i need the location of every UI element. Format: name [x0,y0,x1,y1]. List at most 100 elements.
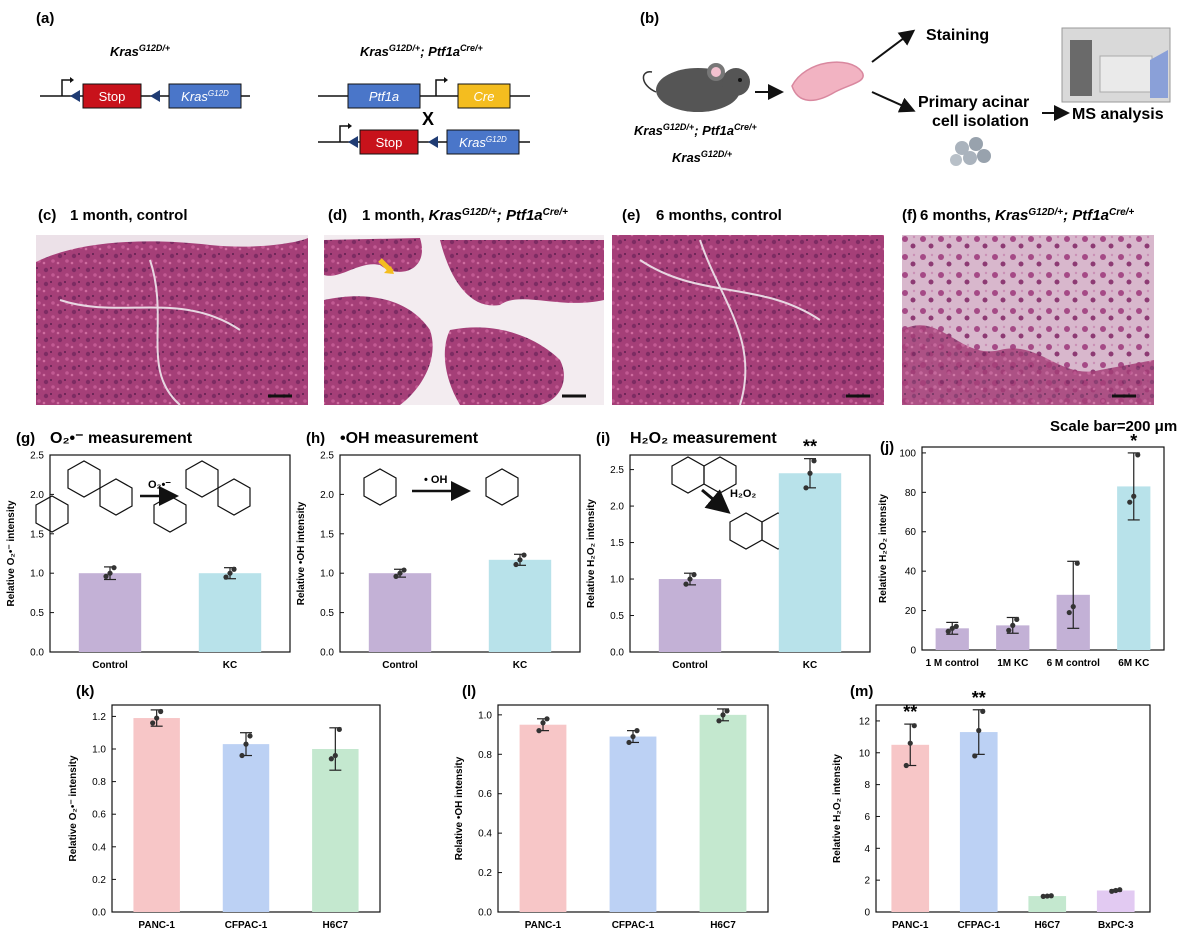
axes-frame [49,454,291,653]
category-label: 1M KC [997,658,1028,669]
y-tick-label: 1.0 [92,745,106,756]
y-tick-label: 2.0 [610,502,624,513]
y-tick-label: 0 [910,646,916,657]
category-label: 6M KC [1118,658,1149,669]
y-tick-label: 0.6 [478,789,492,800]
primary-isolation-line1: Primary acinar [918,94,1029,111]
y-tick-label: 1.5 [30,529,44,540]
chart-k: 0.0 0.2 0.4 0.6 0.8 1.0 1.2 Relative O₂•⁻ inten… [68,704,381,931]
y-tick-label: 2 [864,876,870,887]
data-point [687,576,693,582]
y-tick-label: 0.2 [478,868,492,879]
y-tick-label: 0.0 [478,908,492,919]
data-point [513,561,519,568]
data-point [683,581,689,587]
data-point [103,573,109,579]
y-tick-label: 1.0 [320,569,334,580]
data-point [903,762,909,769]
chart-g: 0.0 0.5 1.0 1.5 2.0 2.5 Relative O₂•⁻ intensit… [6,451,291,671]
category-label: BxPC-3 [1098,920,1134,931]
panel-b-label: (b) [640,10,659,27]
cre-gene [457,83,511,109]
bar-h6c7 [699,714,747,912]
data-point [393,573,399,579]
bar-h6c7 [312,749,359,912]
significance-mark: ** [803,437,817,457]
bar-cfpac-1 [222,744,270,912]
panel-f: (f) 6 months, KrasG12D/+; Ptf1aCre/+ Sca… [902,207,1177,435]
data-point [1074,560,1080,566]
significance-mark: ** [972,688,986,708]
bar-bxpc-3 [1096,890,1135,912]
category-label: 1 M control [926,658,980,669]
y-tick-label: 0.8 [92,777,106,788]
data-point [1048,893,1054,899]
genotype-kras-b: KrasG12D/+ [672,149,733,165]
panel-j-label: (j) [880,439,894,456]
bar-control [658,579,722,652]
category-label: KC [803,660,817,671]
ms-analysis-label: MS analysis [1072,106,1164,123]
panel-k-label: (k) [76,683,94,700]
reagent-i: H₂O₂ [730,488,756,500]
panel-d: (d) 1 month, KrasG12D/+; Ptf1aCre/+ [324,207,604,405]
y-axis-label: Relative H₂O₂ intensity [878,494,889,603]
category-label: CFPAC-1 [225,920,268,931]
y-tick-label: 0.5 [610,611,624,622]
structure-i-reaction [671,456,795,550]
he-image-e [612,235,884,405]
data-point [397,570,403,576]
y-tick-label: 4 [864,844,870,855]
data-point [536,728,542,734]
data-point [949,625,955,631]
data-point [972,753,978,759]
panel-e-label: (e) [622,207,640,224]
category-label: H6C7 [323,920,349,931]
category-label: PANC-1 [525,920,562,931]
data-point [1006,627,1012,633]
y-tick-label: 0.0 [320,648,334,659]
data-point [158,708,164,715]
y-axis-label: Relative O₂•⁻ intensity [68,755,79,861]
data-point [980,708,986,714]
structure-h-reaction [363,468,519,506]
panel-a: (a) KrasG12D/+ Stop KrasG12D KrasG12D/+;… [36,10,530,155]
data-point [231,566,237,572]
data-point [154,715,160,721]
promoter-arrow-icon [61,79,72,96]
panel-h-title: •OH measurement [340,430,479,447]
y-tick-label: 20 [905,606,917,617]
y-tick-label: 0.4 [478,829,492,840]
y-tick-label: 1.0 [30,569,44,580]
mouse-icon [642,63,750,112]
y-tick-label: 0.0 [610,648,624,659]
genotype-kc-b: KrasG12D/+; Ptf1aCre/+ [634,122,757,138]
bar-kc [488,559,552,652]
y-tick-label: 8 [864,780,870,791]
bar-cfpac-1 [959,732,998,912]
data-point [544,716,550,722]
y-tick-label: 0 [864,908,870,919]
chart-i: 0.0 0.5 1.0 1.5 2.0 2.5 Relative H₂O₂ intensit… [586,437,871,671]
data-point [811,458,817,464]
data-point [634,728,640,734]
data-point [1040,893,1046,899]
bar-panc-1 [891,744,930,912]
y-axis-label: Relative •OH intensity [296,501,307,605]
panel-m-label: (m) [850,683,873,700]
data-point [540,720,546,726]
data-point [1010,622,1016,628]
reaction-arrow-i [701,488,731,514]
category-label: KC [513,660,527,671]
panel-l-label: (l) [462,683,476,700]
panel-d-label: (d) [328,207,347,224]
data-point [328,756,334,762]
y-tick-label: 1.0 [478,710,492,721]
y-axis-label: Relative O₂•⁻ intensity [6,500,17,606]
data-point [401,567,407,573]
y-tick-label: 2.5 [320,451,334,462]
pancreas-icon [791,61,864,101]
y-tick-label: 40 [905,567,917,578]
significance-mark: ** [903,702,917,722]
